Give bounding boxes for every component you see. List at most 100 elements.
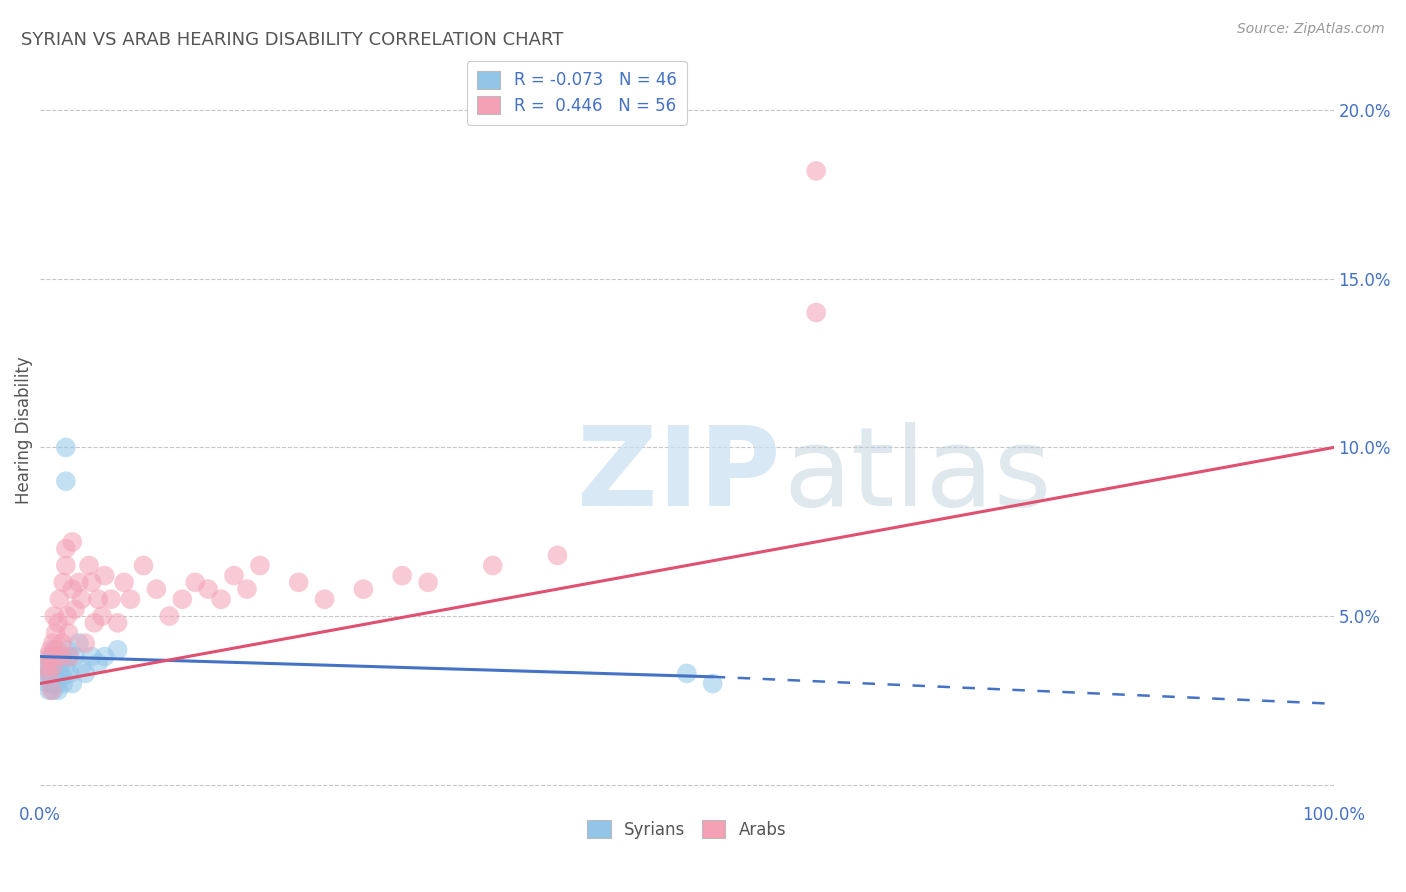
Point (80, 649, 103, 664)
Point (38, 683, 60, 698)
Point (93, 568, 115, 582)
Point (120, 592, 142, 607)
Text: SYRIAN VS ARAB HEARING DISABILITY CORRELATION CHART: SYRIAN VS ARAB HEARING DISABILITY CORREL… (21, 31, 564, 49)
Point (37, 676, 59, 690)
Point (42, 676, 65, 690)
Point (145, 582, 167, 596)
Point (157, 609, 180, 624)
Point (44, 626, 66, 640)
Point (91, 609, 114, 624)
Point (63, 602, 86, 616)
Point (314, 592, 336, 607)
Point (42, 683, 65, 698)
Y-axis label: Hearing Disability: Hearing Disability (15, 357, 32, 505)
Point (51, 636, 73, 650)
Point (172, 592, 194, 607)
Point (75, 636, 97, 650)
Point (42, 649, 65, 664)
Point (35, 659, 58, 673)
Point (60, 582, 83, 596)
Text: atlas: atlas (783, 422, 1052, 529)
Point (391, 568, 413, 582)
Point (45, 676, 67, 690)
Point (67, 636, 90, 650)
Point (58, 649, 80, 664)
Point (112, 575, 135, 590)
Point (87, 657, 110, 671)
Point (55, 474, 77, 488)
Point (55, 659, 77, 673)
Point (93, 649, 115, 664)
Point (59, 666, 82, 681)
Point (75, 666, 97, 681)
Point (702, 676, 724, 690)
Point (60, 676, 83, 690)
Point (107, 642, 129, 657)
Point (42, 659, 65, 673)
Point (481, 558, 503, 573)
Point (70, 592, 93, 607)
Point (80, 575, 103, 590)
Point (42, 659, 65, 673)
Point (48, 592, 70, 607)
Point (48, 659, 70, 673)
Point (63, 649, 86, 664)
Point (42, 649, 65, 664)
Point (100, 592, 122, 607)
Point (59, 649, 82, 664)
Point (48, 649, 70, 664)
Point (38, 666, 60, 681)
Point (35, 670, 58, 684)
Point (44, 649, 66, 664)
Point (41, 676, 63, 690)
Point (416, 575, 439, 590)
Point (184, 575, 207, 590)
Text: ZIP: ZIP (576, 422, 780, 529)
Point (42, 666, 65, 681)
Point (39, 657, 62, 671)
Point (60, 534, 83, 549)
Point (83, 615, 105, 630)
Point (236, 582, 259, 596)
Point (51, 670, 73, 684)
Point (39, 649, 62, 664)
Point (52, 575, 75, 590)
Point (107, 615, 129, 630)
Point (67, 575, 90, 590)
Point (41, 666, 63, 681)
Point (209, 592, 232, 607)
Point (49, 649, 72, 664)
Point (49, 666, 72, 681)
Point (249, 558, 271, 573)
Point (55, 541, 77, 556)
Point (42, 666, 65, 681)
Point (675, 666, 697, 681)
Point (52, 676, 75, 690)
Point (42, 636, 65, 650)
Legend: Syrians, Arabs: Syrians, Arabs (581, 814, 793, 846)
Point (37, 649, 59, 664)
Point (70, 659, 93, 673)
Point (197, 582, 219, 596)
Point (55, 558, 77, 573)
Point (804, 164, 827, 178)
Point (287, 575, 309, 590)
Point (46, 683, 69, 698)
Point (42, 670, 65, 684)
Point (804, 305, 827, 319)
Point (45, 666, 67, 681)
Point (44, 642, 66, 657)
Point (41, 683, 63, 698)
Point (38, 666, 60, 681)
Point (132, 558, 155, 573)
Point (55, 441, 77, 455)
Point (352, 582, 374, 596)
Point (56, 642, 79, 657)
Point (39, 659, 62, 673)
Point (46, 615, 69, 630)
Point (44, 659, 66, 673)
Point (77, 558, 100, 573)
Point (87, 592, 110, 607)
Point (44, 609, 66, 624)
Point (35, 659, 58, 673)
